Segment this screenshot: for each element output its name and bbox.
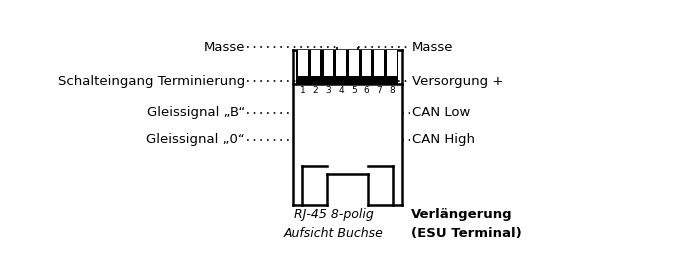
Text: 6: 6 (363, 86, 369, 95)
Text: Verlängerung
(ESU Terminal): Verlängerung (ESU Terminal) (411, 208, 522, 240)
Text: 5: 5 (351, 86, 356, 95)
Bar (324, 50, 333, 76)
Text: 2: 2 (312, 86, 318, 95)
Bar (298, 50, 308, 76)
Bar (336, 50, 346, 76)
Text: Masse: Masse (203, 41, 245, 54)
Text: Versorgung +: Versorgung + (412, 75, 503, 88)
Bar (375, 50, 384, 76)
Bar (311, 50, 320, 76)
Text: 1: 1 (300, 86, 305, 95)
Text: Gleissignal „0“: Gleissignal „0“ (146, 133, 245, 147)
Text: CAN High: CAN High (412, 133, 475, 147)
Text: 8: 8 (389, 86, 395, 95)
Text: 4: 4 (338, 86, 344, 95)
Bar (349, 50, 359, 76)
Text: 3: 3 (326, 86, 331, 95)
Text: Gleissignal „B“: Gleissignal „B“ (147, 106, 245, 119)
Bar (296, 50, 398, 84)
Text: 7: 7 (376, 86, 382, 95)
Text: CAN Low: CAN Low (412, 106, 470, 119)
Text: RJ-45 8-polig
Aufsicht Buchse: RJ-45 8-polig Aufsicht Buchse (284, 208, 384, 240)
Bar (387, 50, 397, 76)
Text: Schalteingang Terminierung: Schalteingang Terminierung (58, 75, 245, 88)
Text: Masse: Masse (412, 41, 454, 54)
Bar (361, 50, 371, 76)
